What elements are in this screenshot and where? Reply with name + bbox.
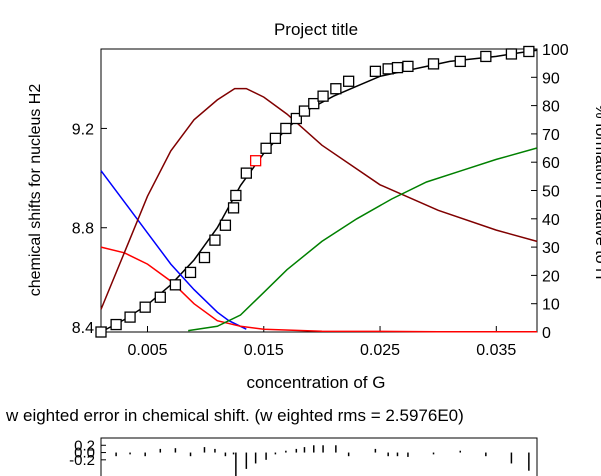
observed-point: [290, 112, 302, 125]
species-curve: [100, 87, 538, 310]
observed-point: [169, 279, 182, 291]
observed-point: [198, 251, 211, 264]
observed-point: [139, 301, 151, 313]
main-axis-ticks: 0.005 0.015 0.025 0.035 8.4 8.8 9.2 0 10 20 30 40 50…: [72, 42, 569, 359]
observed-point: [95, 326, 107, 338]
y2-tick-label: 10: [542, 297, 560, 314]
observed-point: [219, 219, 232, 231]
observed-point: [454, 55, 466, 68]
y2-tick-label: 100: [542, 42, 569, 59]
observed-point: [298, 105, 311, 117]
residual-y-tick-label: 0.0: [74, 445, 95, 462]
observed-point: [391, 61, 404, 74]
y2-tick-label: 90: [542, 70, 560, 87]
y-tick-label: 8.8: [72, 221, 94, 238]
x-tick-label: 0.035: [476, 342, 516, 359]
observed-point: [427, 58, 440, 70]
y2-tick-label: 50: [542, 184, 560, 201]
observed-point: [260, 142, 272, 154]
observed-point: [154, 291, 166, 303]
observed-point: [184, 266, 197, 279]
observed-point: [382, 63, 394, 75]
y2-tick-label: 70: [542, 127, 560, 144]
observed-point: [480, 50, 492, 63]
observed-point: [269, 132, 282, 145]
observed-point: [330, 83, 342, 95]
residual-bars: [115, 445, 530, 476]
observed-point: [505, 48, 518, 60]
y2-tick-label: 60: [542, 155, 560, 172]
observed-point: [240, 167, 252, 179]
observed-point: [230, 189, 242, 202]
observed-shift-markers: [95, 45, 535, 338]
observed-point: [110, 318, 122, 331]
residual-chart-title: w eighted error in chemical shift. (w ei…: [5, 406, 464, 425]
y-tick-label: 9.2: [72, 121, 94, 138]
observed-point: [227, 202, 240, 214]
observed-point: [369, 65, 382, 77]
residual-axis-ticks: 0.20.0-0.2: [69, 437, 106, 469]
x-tick-label: 0.015: [244, 342, 284, 359]
species-curve: [188, 147, 538, 332]
observed-point: [209, 234, 221, 246]
y2-tick-label: 20: [542, 268, 560, 285]
residual-y-tick-label: -0.2: [69, 452, 95, 469]
y-tick-label: 8.4: [72, 320, 94, 337]
y-axis-label: chemical shifts for nucleus H2: [27, 84, 44, 297]
y2-tick-label: 0: [542, 325, 551, 342]
species-curve: [100, 170, 247, 330]
y2-axis-label: % formation relative to H: [592, 104, 601, 279]
observed-point: [402, 60, 414, 73]
main-chart-title: Project title: [274, 20, 358, 39]
residual-y-tick-label: 0.2: [74, 437, 95, 454]
y2-tick-label: 30: [542, 240, 560, 257]
observed-point: [308, 97, 320, 110]
observed-point: [280, 122, 292, 135]
x-tick-label: 0.005: [127, 342, 167, 359]
y2-tick-label: 40: [542, 212, 560, 229]
observed-point: [342, 75, 355, 87]
observed-point: [124, 311, 136, 323]
residual-plot-frame: [100, 437, 538, 476]
y2-tick-label: 80: [542, 99, 560, 116]
observed-point: [523, 45, 535, 58]
species-curve: [100, 246, 537, 333]
observed-point: [317, 90, 329, 102]
observed-point: [249, 155, 262, 167]
x-axis-label: concentration of G: [247, 373, 386, 392]
x-tick-label: 0.025: [360, 342, 400, 359]
